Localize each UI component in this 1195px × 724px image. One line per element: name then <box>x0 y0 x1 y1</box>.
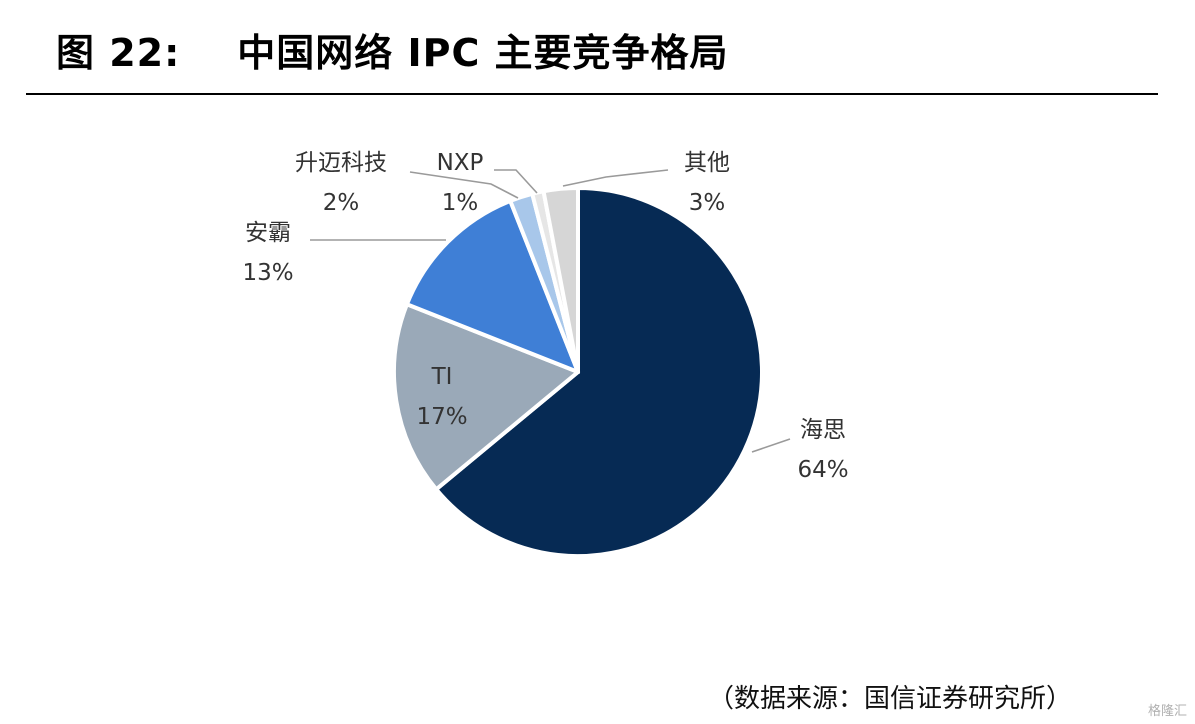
slice-label-name: 安霸 <box>245 220 291 246</box>
title-divider <box>26 93 1158 95</box>
slice-label-value: 17% <box>416 404 467 430</box>
slice-labels: 海思 64% TI 17% 安霸 13% 升迈科技 2% NXP 1% 其他 3% <box>242 150 848 483</box>
leader-line-4 <box>409 171 519 199</box>
slice-label-value: 1% <box>442 190 479 216</box>
leader-lines <box>310 169 791 453</box>
slice-label-value: 13% <box>242 260 293 286</box>
slice-label-name: TI <box>431 364 453 390</box>
pie-slices <box>392 186 764 558</box>
slice-label-name: 海思 <box>800 417 846 443</box>
leader-line-5 <box>494 169 538 194</box>
source-note: （数据来源：国信证券研究所） <box>708 684 1073 714</box>
slice-label-name: 升迈科技 <box>295 150 387 176</box>
slice-label-value: 2% <box>323 190 360 216</box>
pie-slice-6 <box>541 186 580 374</box>
figure-title: 图 22: 中国网络 IPC 主要竞争格局 <box>56 31 729 75</box>
slice-label-value: 64% <box>797 457 848 483</box>
slice-label-name: NXP <box>437 150 484 176</box>
pie-slice-3 <box>404 198 580 374</box>
pie-slice-2 <box>392 302 580 492</box>
leader-line-1 <box>751 438 791 453</box>
slice-label-name: 其他 <box>684 150 730 176</box>
pie-slice-1 <box>434 186 764 558</box>
watermark: 格隆汇 <box>1147 704 1187 719</box>
leader-line-6 <box>562 169 669 187</box>
slice-label-value: 3% <box>689 190 726 216</box>
